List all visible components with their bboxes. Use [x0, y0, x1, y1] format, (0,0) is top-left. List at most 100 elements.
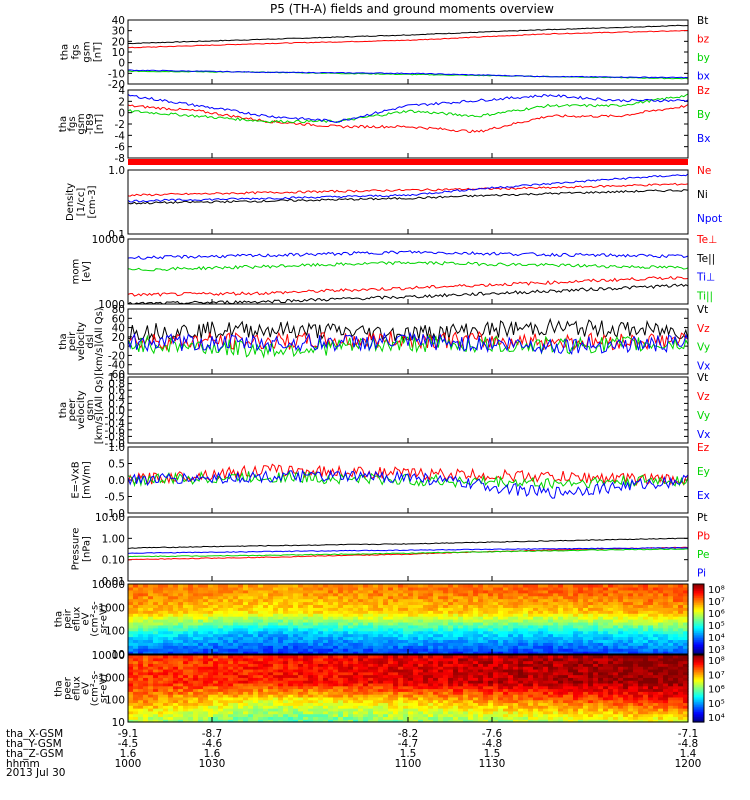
spectrogram-cell: [393, 699, 399, 704]
spectrogram-cell: [208, 648, 214, 652]
spectrogram-cell: [433, 630, 439, 635]
spectrogram-cell: [343, 719, 349, 723]
spectrogram-cell: [193, 699, 199, 704]
spectrogram-cell: [483, 719, 489, 723]
spectrogram-cell: [633, 651, 639, 655]
spectrogram-cell: [493, 642, 499, 646]
spectrogram-cell: [298, 586, 304, 591]
spectrogram-cell: [383, 694, 389, 698]
spectrogram-cell: [508, 699, 514, 704]
spectrogram-cell: [578, 621, 584, 626]
spectrogram-cell: [568, 633, 574, 638]
spectrogram-cell: [403, 705, 409, 709]
spectrogram-cell: [423, 696, 429, 701]
spectrogram-cell: [673, 607, 679, 611]
spectrogram-cell: [408, 621, 414, 626]
spectrogram-cell: [433, 696, 439, 701]
spectrogram-cell: [673, 713, 679, 718]
spectrogram-cell: [333, 616, 339, 620]
spectrogram-cell: [563, 607, 569, 611]
spectrogram-cell: [358, 705, 364, 709]
spectrogram-cell: [308, 589, 314, 594]
spectrogram-cell: [373, 716, 379, 720]
spectrogram-cell: [368, 589, 374, 594]
spectrogram-cell: [613, 677, 619, 681]
spectrogram-cell: [198, 639, 204, 643]
spectrogram-cell: [503, 710, 509, 715]
spectrogram-cell: [513, 694, 519, 698]
spectrogram-cell: [553, 627, 559, 632]
spectrogram-cell: [158, 598, 164, 603]
spectrogram-cell: [223, 710, 229, 715]
spectrogram-cell: [318, 710, 324, 715]
spectrogram-cell: [563, 719, 569, 723]
spectrogram-cell: [173, 584, 179, 588]
spectrogram-cell: [228, 584, 234, 588]
spectrogram-cell: [538, 592, 544, 597]
spectrogram-cell: [413, 584, 419, 588]
spectrogram-cell: [428, 592, 434, 597]
spectrogram-cell: [523, 651, 529, 655]
spectrogram-cell: [338, 610, 344, 614]
spectrogram-cell: [628, 716, 634, 720]
spectrogram-cell: [238, 624, 244, 629]
spectrogram-cell: [328, 607, 334, 611]
spectrogram-cell: [538, 674, 544, 678]
spectrogram-cell: [658, 688, 664, 692]
spectrogram-cell: [433, 680, 439, 684]
spectrogram-cell: [673, 598, 679, 603]
spectrogram-cell: [243, 713, 249, 718]
spectrogram-cell: [498, 616, 504, 620]
spectrogram-cell: [223, 708, 229, 712]
panel-0-ytick-label: 40: [112, 15, 125, 27]
spectrogram-cell: [488, 677, 494, 681]
spectrogram-cell: [448, 685, 454, 690]
spectrogram-cell: [573, 677, 579, 681]
spectrogram-cell: [363, 694, 369, 698]
spectrogram-cell: [298, 696, 304, 701]
spectrogram-cell: [573, 621, 579, 626]
spectrogram-cell: [273, 645, 279, 649]
spectrogram-cell: [163, 696, 169, 701]
spectrogram-cell: [368, 677, 374, 681]
spectrogram-cell: [583, 716, 589, 720]
spectrogram-cell: [298, 694, 304, 698]
spectrogram-cell: [258, 595, 264, 600]
spectrogram-cell: [493, 716, 499, 720]
spectrogram-cell: [333, 716, 339, 720]
spectrogram-cell: [618, 586, 624, 591]
spectrogram-cell: [618, 624, 624, 629]
colorbar-segment: [693, 601, 704, 604]
spectrogram-cell: [168, 621, 174, 626]
spectrogram-cell: [558, 586, 564, 591]
spectrogram-cell: [138, 702, 144, 706]
spectrogram-cell: [423, 691, 429, 695]
spectrogram-cell: [358, 636, 364, 641]
spectrogram-cell: [588, 705, 594, 709]
spectrogram-cell: [623, 627, 629, 632]
colorbar-segment: [693, 636, 704, 639]
spectrogram-cell: [613, 642, 619, 646]
spectrogram-cell: [153, 616, 159, 620]
panel-6-ylabel: E=-VxB: [71, 461, 82, 498]
spectrogram-cell: [628, 604, 634, 608]
spectrogram-cell: [558, 613, 564, 617]
spectrogram-cell: [493, 619, 499, 623]
spectrogram-cell: [398, 624, 404, 629]
spectrogram-cell: [403, 691, 409, 695]
spectrogram-cell: [423, 719, 429, 723]
spectrogram-cell: [683, 627, 689, 632]
spectrogram-cell: [433, 589, 439, 594]
spectrogram-cell: [513, 639, 519, 643]
spectrogram-cell: [278, 630, 284, 635]
panel-2-ylabel: [cm-3]: [87, 185, 98, 218]
spectrogram-cell: [648, 708, 654, 712]
spectrogram-cell: [178, 613, 184, 617]
spectrogram-cell: [453, 682, 459, 687]
spectrogram-cell: [543, 616, 549, 620]
spectrogram-cell: [403, 621, 409, 626]
spectrogram-cell: [248, 624, 254, 629]
spectrogram-cell: [293, 633, 299, 638]
spectrogram-cell: [498, 598, 504, 603]
spectrogram-cell: [538, 642, 544, 646]
